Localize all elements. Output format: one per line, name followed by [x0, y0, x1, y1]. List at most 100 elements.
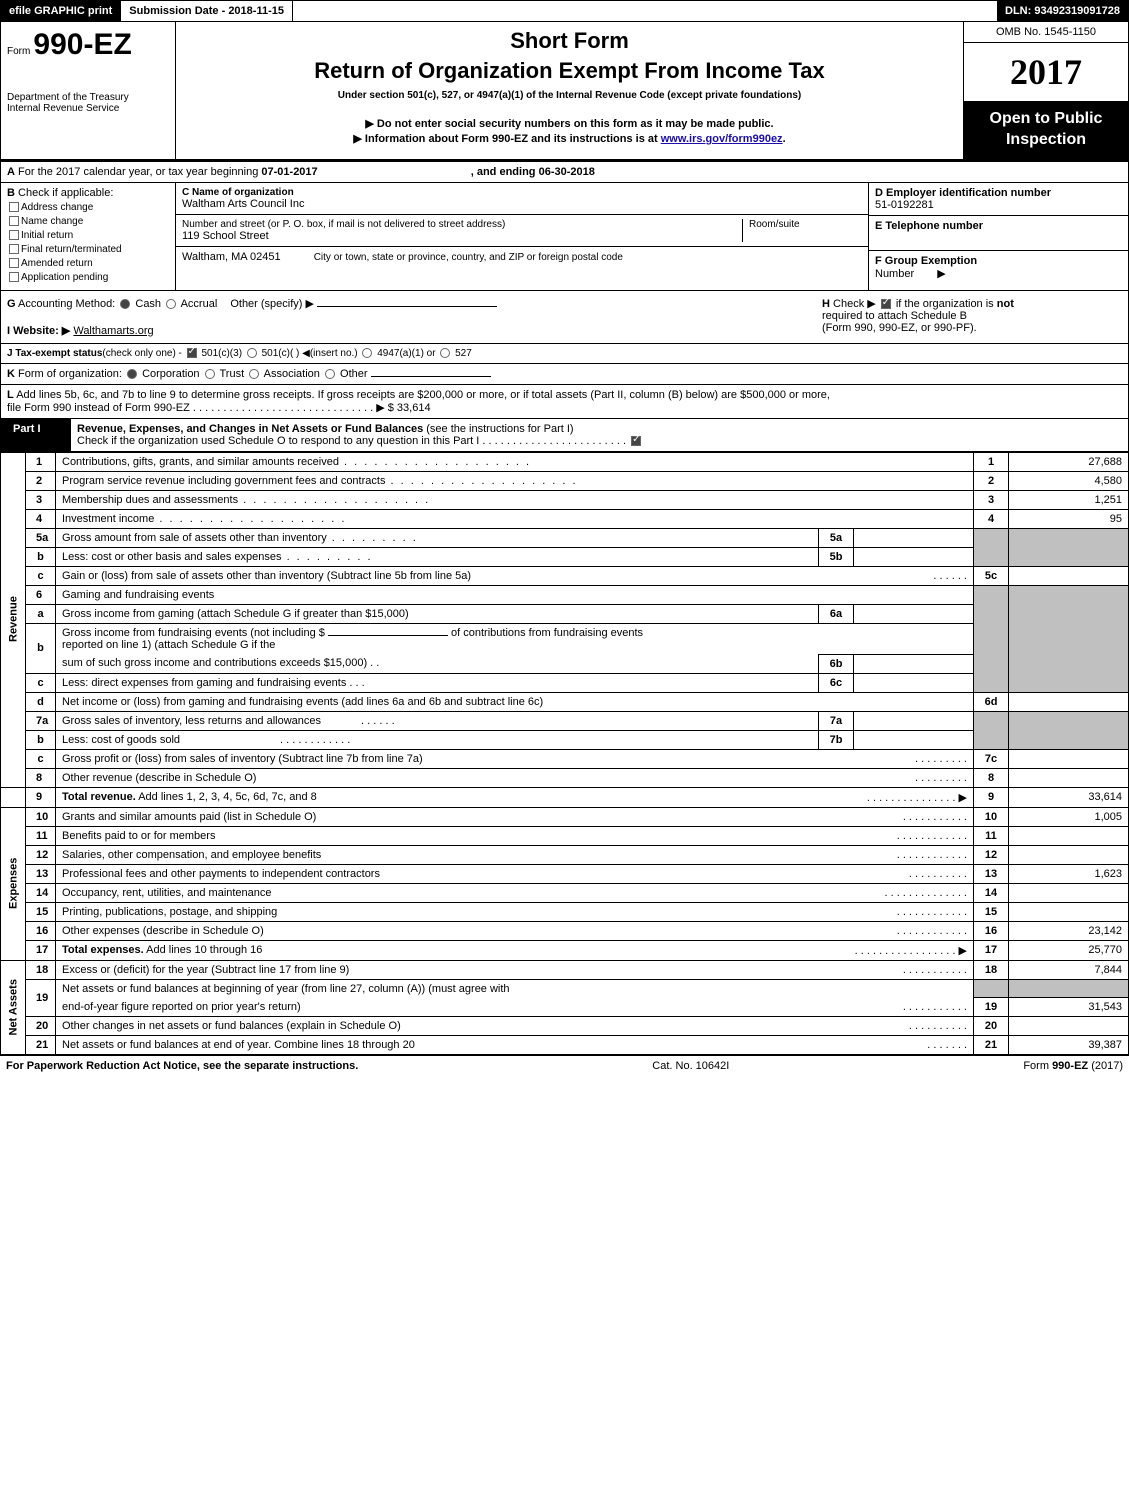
radio-accrual[interactable] — [166, 299, 176, 309]
line-6b-desc3: reported on line 1) (attach Schedule G i… — [62, 639, 275, 651]
chk-application-pending[interactable]: Application pending — [7, 272, 169, 283]
section-l-label: L — [7, 389, 14, 401]
l-text2: file Form 990 instead of Form 990-EZ — [7, 402, 190, 414]
section-a-mid: , and ending — [471, 166, 539, 178]
part1-check-text: Check if the organization used Schedule … — [77, 435, 479, 447]
line-6b-desc2: of contributions from fundraising events — [451, 627, 643, 639]
return-title: Return of Organization Exempt From Incom… — [182, 58, 957, 84]
radio-other[interactable] — [325, 369, 335, 379]
line-5b: b Less: cost or other basis and sales ex… — [1, 547, 1129, 566]
line-6c-desc: Less: direct expenses from gaming and fu… — [62, 677, 346, 689]
line-6d-rn: 6d — [974, 692, 1009, 711]
accrual-label: Accrual — [181, 298, 218, 310]
line-7a-desc: Gross sales of inventory, less returns a… — [62, 715, 321, 727]
top-spacer — [293, 1, 997, 21]
line-17-desc: Total expenses. — [62, 944, 144, 956]
chk-501c[interactable] — [247, 348, 257, 358]
chk-schedule-o[interactable] — [631, 436, 641, 446]
dept-irs: Internal Revenue Service — [7, 103, 169, 114]
line-20-desc: Other changes in net assets or fund bala… — [62, 1020, 401, 1032]
line-18: Net Assets 18 Excess or (deficit) for th… — [1, 960, 1129, 979]
line-6b-blank[interactable] — [328, 635, 448, 636]
line-21-desc: Net assets or fund balances at end of ye… — [62, 1039, 415, 1051]
footer-center: Cat. No. 10642I — [652, 1060, 729, 1072]
irs-link[interactable]: www.irs.gov/form990ez — [661, 133, 783, 145]
f-arrow-icon: ▶ — [937, 268, 945, 280]
line-18-value: 7,844 — [1009, 960, 1129, 979]
line-7a-inval — [854, 711, 974, 730]
k-assoc: Association — [264, 368, 320, 380]
section-k: K Form of organization: Corporation Trus… — [0, 364, 1129, 385]
line-5c-rn: 5c — [974, 566, 1009, 585]
line-7c-desc: Gross profit or (loss) from sales of inv… — [62, 753, 423, 765]
line-4-value: 95 — [1009, 509, 1129, 528]
line-6c-inval — [854, 673, 974, 692]
line-4-desc: Investment income — [62, 513, 154, 525]
line-6-desc: Gaming and fundraising events — [56, 585, 974, 604]
line-5a: 5a Gross amount from sale of assets othe… — [1, 528, 1129, 547]
chk-527[interactable] — [440, 348, 450, 358]
line-10: Expenses 10 Grants and similar amounts p… — [1, 807, 1129, 826]
chk-4947[interactable] — [362, 348, 372, 358]
h-text4: (Form 990, 990-EZ, or 990-PF). — [822, 322, 977, 334]
chk-initial-return[interactable]: Initial return — [7, 230, 169, 241]
website-value[interactable]: Walthamarts.org — [73, 325, 153, 337]
info-prefix: ▶ Information about Form 990-EZ and its … — [353, 133, 660, 145]
line-6a-in: 6a — [819, 604, 854, 623]
line-14: 14 Occupancy, rent, utilities, and maint… — [1, 883, 1129, 902]
line-5b-desc: Less: cost or other basis and sales expe… — [62, 551, 282, 563]
line-10-value: 1,005 — [1009, 807, 1129, 826]
radio-assoc[interactable] — [249, 369, 259, 379]
section-l: L Add lines 5b, 6c, and 7b to line 9 to … — [0, 385, 1129, 419]
section-h: H Check ▶ if the organization is not req… — [822, 297, 1122, 337]
section-f-label2: Number — [875, 268, 914, 280]
efile-print-button[interactable]: efile GRAPHIC print — [1, 1, 121, 21]
line-8: 8 Other revenue (describe in Schedule O)… — [1, 768, 1129, 787]
open-public-2: Inspection — [1006, 131, 1086, 148]
line-9: 9 Total revenue. Add lines 1, 2, 3, 4, 5… — [1, 787, 1129, 807]
chk-h-not-required[interactable] — [881, 299, 891, 309]
section-k-label: K — [7, 368, 15, 380]
section-b: B Check if applicable: Address change Na… — [1, 183, 176, 290]
dept-treasury: Department of the Treasury — [7, 92, 169, 103]
line-9-desc: Total revenue. — [62, 791, 136, 803]
line-9-rn: 9 — [974, 787, 1009, 807]
header-center: Short Form Return of Organization Exempt… — [176, 22, 963, 159]
line-7b-inval — [854, 730, 974, 749]
line-6c: c Less: direct expenses from gaming and … — [1, 673, 1129, 692]
cash-label: Cash — [135, 298, 161, 310]
chk-name-change[interactable]: Name change — [7, 216, 169, 227]
line-6b-in: 6b — [819, 654, 854, 673]
k-other-field[interactable] — [371, 376, 491, 377]
section-j: J Tax-exempt status(check only one) - 50… — [0, 344, 1129, 364]
chk-501c3[interactable] — [187, 348, 197, 358]
line-3: 3 Membership dues and assessments 3 1,25… — [1, 490, 1129, 509]
line-2-value: 4,580 — [1009, 471, 1129, 490]
tax-year: 2017 — [964, 43, 1128, 101]
tax-year-end: 06-30-2018 — [539, 166, 595, 178]
side-expenses: Expenses — [1, 807, 26, 960]
chk-final-return[interactable]: Final return/terminated — [7, 244, 169, 255]
chk-amended-return[interactable]: Amended return — [7, 258, 169, 269]
radio-trust[interactable] — [205, 369, 215, 379]
line-7b-desc: Less: cost of goods sold — [62, 734, 180, 746]
radio-cash[interactable] — [120, 299, 130, 309]
submission-date: Submission Date - 2018-11-15 — [121, 1, 293, 21]
k-text: Form of organization: — [18, 368, 122, 380]
line-13-desc: Professional fees and other payments to … — [62, 868, 380, 880]
other-specify-field[interactable] — [317, 306, 497, 307]
line-6b-inval — [854, 654, 974, 673]
chk-address-change[interactable]: Address change — [7, 202, 169, 213]
org-name: Waltham Arts Council Inc — [182, 198, 862, 210]
section-a-label: A — [7, 166, 15, 178]
line-8-value — [1009, 768, 1129, 787]
short-form-title: Short Form — [182, 28, 957, 54]
street-address: 119 School Street — [182, 230, 736, 242]
line-7a-in: 7a — [819, 711, 854, 730]
line-19b: end-of-year figure reported on prior yea… — [1, 998, 1129, 1017]
radio-corp[interactable] — [127, 369, 137, 379]
line-12-desc: Salaries, other compensation, and employ… — [62, 849, 321, 861]
line-5b-inval — [854, 547, 974, 566]
header-left: Form 990-EZ Department of the Treasury I… — [1, 22, 176, 159]
footer-right: Form 990-EZ (2017) — [1023, 1060, 1123, 1072]
